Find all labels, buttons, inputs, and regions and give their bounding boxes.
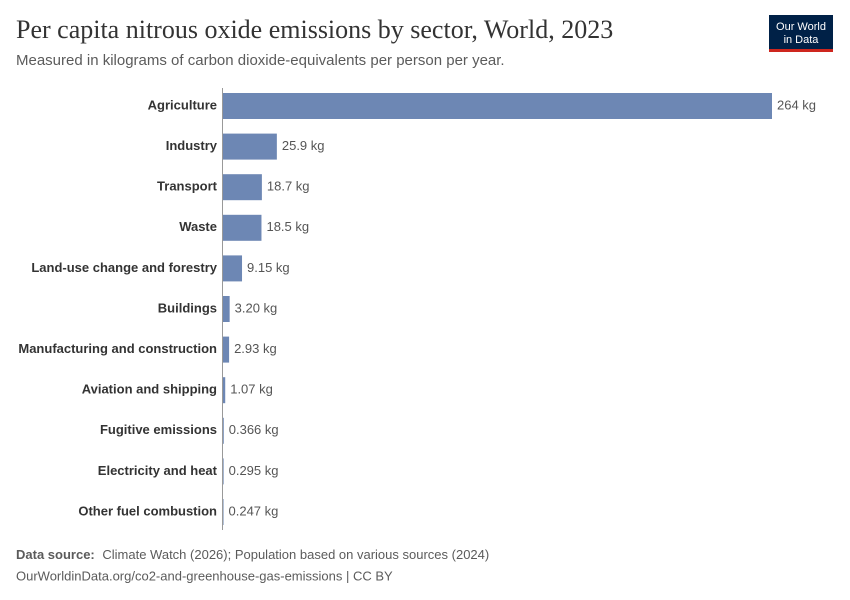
value-label: 0.295 kg [229,463,279,478]
value-label: 1.07 kg [230,382,273,397]
category-label: Electricity and heat [98,463,218,478]
chart-title: Per capita nitrous oxide emissions by se… [16,15,613,44]
bar [223,174,262,201]
bar [223,214,262,241]
value-label: 264 kg [777,97,816,112]
category-label: Industry [166,138,218,153]
value-label: 3.20 kg [235,300,278,315]
bar [223,458,224,485]
value-label: 18.5 kg [266,219,309,234]
bar [223,93,772,119]
category-label: Buildings [158,300,217,315]
bar [223,499,224,525]
value-label: 2.93 kg [234,341,277,356]
logo-box [769,15,833,52]
value-label: 9.15 kg [247,260,290,275]
logo-underline [769,49,833,52]
bar [223,417,224,444]
value-label: 18.7 kg [267,179,310,194]
bar [223,255,243,282]
category-label: Land-use change and forestry [31,260,217,275]
category-label: Fugitive emissions [100,422,217,437]
footer-source: Data source: Climate Watch (2026); Popul… [16,547,489,562]
bar [223,133,277,160]
source-label: Data source: [16,547,95,562]
category-label: Transport [157,179,218,194]
bar [223,377,226,404]
bar [223,296,230,322]
logo[interactable]: Our World in Data [769,15,833,52]
logo-text: in Data [784,34,820,46]
category-label: Waste [179,219,217,234]
value-label: 0.247 kg [229,503,279,518]
footer-url[interactable]: OurWorldinData.org/co2-and-greenhouse-ga… [16,568,393,583]
category-label: Agriculture [148,97,217,112]
category-label: Manufacturing and construction [18,341,217,356]
logo-text: Our World [776,21,826,33]
category-label: Aviation and shipping [82,382,217,397]
source-text: Climate Watch (2026); Population based o… [102,547,489,562]
value-label: 25.9 kg [282,138,325,153]
category-label: Other fuel combustion [78,503,217,518]
chart-subtitle: Measured in kilograms of carbon dioxide-… [16,52,505,69]
bar [223,336,230,363]
value-label: 0.366 kg [229,422,279,437]
